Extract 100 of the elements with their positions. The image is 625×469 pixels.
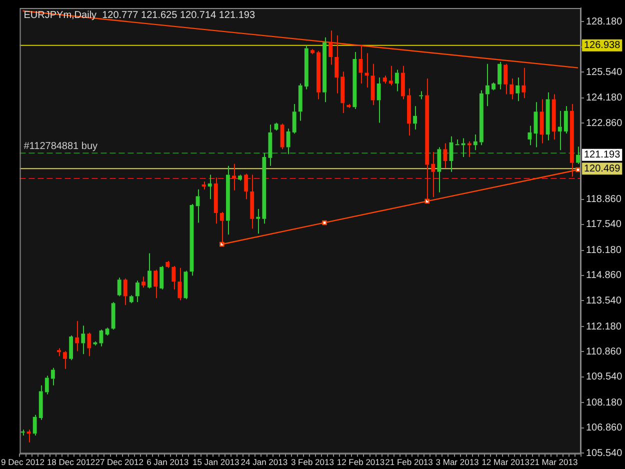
y-tick-label: 125.540 — [586, 66, 623, 78]
ref-line-label: 126.938 — [584, 40, 621, 52]
y-tick-label: 105.540 — [586, 448, 623, 459]
candlestick — [504, 63, 508, 95]
x-tick-label: 18 Dec 2012 — [46, 457, 96, 468]
candlestick — [232, 163, 236, 191]
candlestick — [178, 267, 182, 301]
candlestick — [479, 90, 484, 146]
candlestick — [376, 77, 381, 124]
x-tick-label: 3 Mar 2013 — [436, 457, 480, 468]
x-tick-label: 15 Jan 2013 — [192, 457, 240, 468]
candlestick — [388, 65, 393, 86]
candlestick — [304, 44, 308, 90]
candlestick — [534, 102, 538, 148]
candlestick — [87, 332, 92, 357]
y-tick-label: 118.860 — [586, 194, 622, 206]
y-tick-label: 113.540 — [586, 295, 622, 306]
candlestick — [44, 375, 49, 395]
candlestick — [540, 98, 544, 144]
candlestick — [431, 152, 436, 198]
candlestick — [160, 265, 164, 290]
y-tick-label: 110.860 — [586, 346, 622, 358]
candlestick — [310, 48, 314, 55]
x-tick-label: 12 Feb 2013 — [336, 457, 385, 468]
candlestick — [202, 181, 206, 190]
candlestick — [75, 320, 80, 352]
y-tick-label: 112.180 — [586, 321, 622, 332]
candlestick — [123, 278, 128, 306]
candlestick — [328, 30, 333, 66]
candlestick — [425, 78, 430, 202]
candlestick — [340, 71, 345, 114]
candlestick — [298, 82, 302, 122]
candlestick — [516, 77, 520, 102]
candlestick — [196, 188, 200, 224]
ref-line-label: #112784881 buy — [24, 140, 98, 152]
candlestick — [208, 174, 212, 200]
y-tick-label: 124.180 — [586, 92, 623, 104]
ref-line-label: 120.469 — [584, 163, 621, 174]
x-tick-label: 3 Feb 2013 — [290, 457, 334, 468]
candlestick — [394, 69, 399, 92]
candlestick — [401, 65, 405, 100]
candlestick — [352, 52, 357, 110]
x-tick-label: 6 Jan 2013 — [146, 457, 189, 468]
candlestick — [38, 384, 43, 420]
candlestick — [105, 327, 110, 336]
candlestick — [214, 177, 218, 224]
candlestick — [358, 44, 363, 84]
point — [220, 242, 224, 247]
candlestick — [407, 88, 411, 136]
candlestick — [93, 340, 98, 346]
candlestick — [334, 34, 339, 94]
candlestick — [268, 124, 272, 166]
candlestick — [382, 75, 387, 84]
point — [322, 220, 327, 226]
candlestick — [274, 122, 278, 131]
candlestick — [63, 350, 67, 370]
candlestick — [473, 134, 478, 151]
y-tick-label: 128.180 — [586, 16, 623, 28]
candlestick — [238, 174, 242, 182]
candlestick — [498, 61, 502, 90]
y-tick-label: 114.860 — [586, 270, 622, 282]
y-tick-label: 117.540 — [586, 219, 622, 230]
candlestick — [492, 82, 496, 91]
candlestick — [564, 106, 568, 134]
x-tick-label: 24 Jan 2013 — [240, 457, 288, 468]
candlestick — [546, 92, 550, 141]
candlestick — [570, 104, 574, 178]
candlestick — [280, 123, 284, 150]
text: 121.193 — [584, 150, 621, 161]
candlestick — [244, 173, 248, 200]
candlestick — [437, 146, 442, 193]
candlestick — [256, 208, 260, 234]
x-tick-label: 12 Mar 2013 — [482, 457, 530, 468]
y-tick-label: 106.860 — [586, 422, 623, 434]
candlestick — [184, 270, 188, 300]
candlestick — [26, 429, 31, 443]
x-tick-label: 21 Feb 2013 — [385, 457, 434, 468]
candlestick — [69, 334, 74, 361]
candlestick — [226, 165, 230, 236]
y-tick-label: 109.540 — [586, 372, 623, 383]
candlestick — [370, 63, 375, 106]
candlestick — [262, 152, 266, 224]
y-tick-label: 108.180 — [586, 397, 623, 408]
candlestick — [292, 104, 296, 134]
y-tick-label: 116.180 — [586, 245, 622, 256]
candlestick — [142, 276, 146, 288]
candlestick — [522, 67, 526, 99]
candlestick — [111, 302, 116, 330]
x-tick-label: 9 Dec 2012 — [1, 457, 45, 468]
candlestick — [135, 280, 140, 303]
x-tick-label: 27 Dec 2012 — [95, 457, 144, 468]
candlestick — [413, 106, 417, 130]
candlestick — [510, 78, 514, 100]
candlestick — [154, 269, 158, 299]
candlestick — [316, 50, 320, 100]
candlestick — [166, 260, 170, 268]
candlestick — [250, 174, 254, 230]
candlestick — [99, 329, 104, 347]
point — [576, 167, 580, 172]
candlestick — [286, 128, 290, 155]
